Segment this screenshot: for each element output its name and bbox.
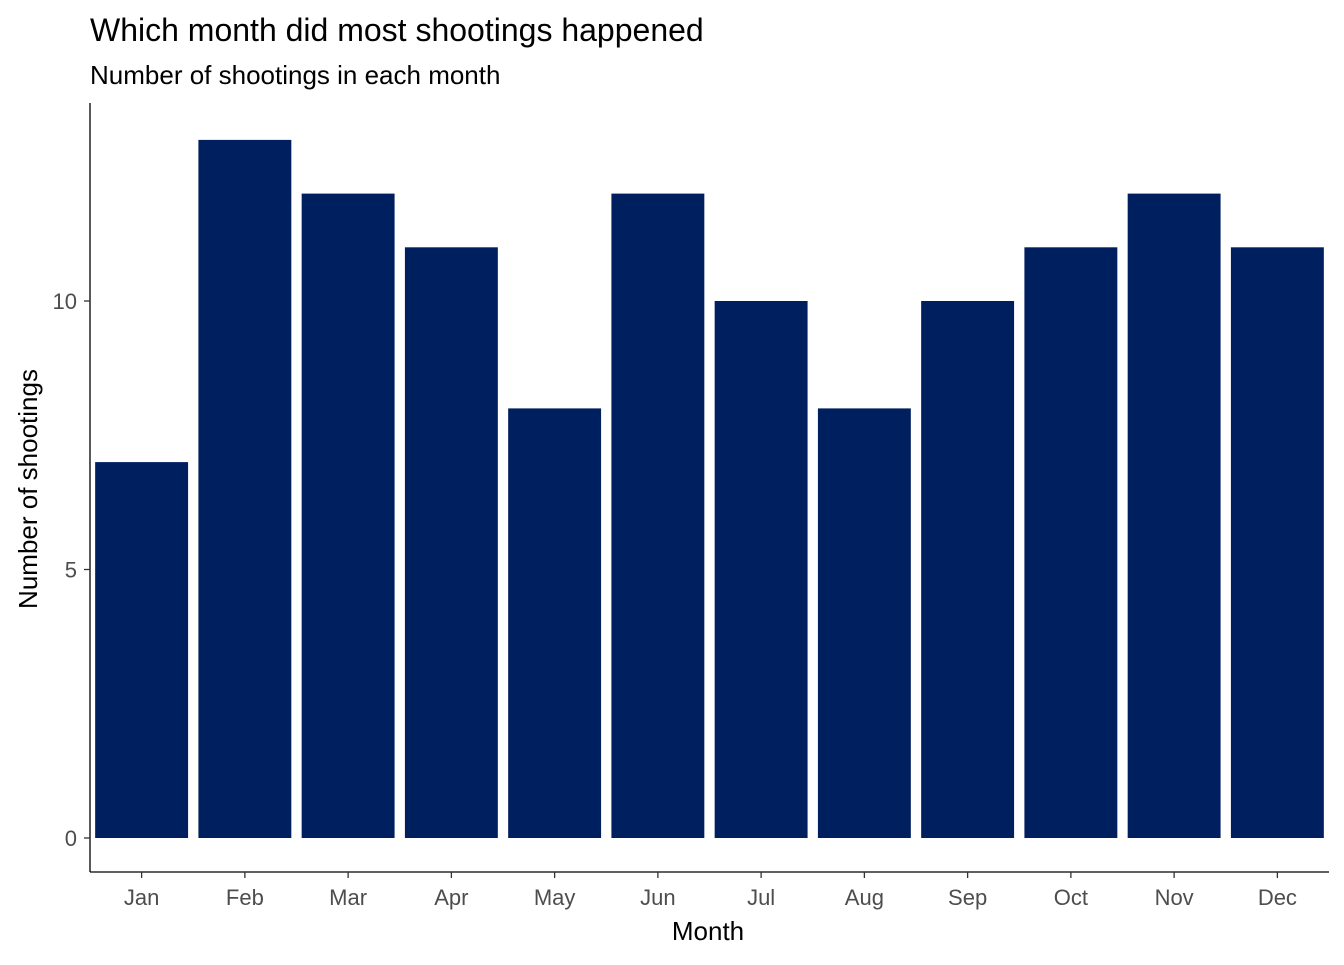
bar-jan bbox=[95, 462, 189, 838]
x-tick-label-feb: Feb bbox=[226, 885, 264, 910]
x-tick-label-mar: Mar bbox=[329, 885, 367, 910]
x-tick-label-jul: Jul bbox=[747, 885, 775, 910]
bar-feb bbox=[198, 139, 292, 838]
y-tick-label: 0 bbox=[65, 826, 77, 851]
x-tick-label-oct: Oct bbox=[1054, 885, 1088, 910]
x-tick-label-may: May bbox=[534, 885, 576, 910]
x-tick-label-sep: Sep bbox=[948, 885, 987, 910]
bar-apr bbox=[404, 247, 498, 839]
x-tick-label-jun: Jun bbox=[640, 885, 675, 910]
bar-may bbox=[508, 408, 602, 838]
x-tick-label-aug: Aug bbox=[845, 885, 884, 910]
y-axis-title: Number of shootings bbox=[13, 369, 43, 609]
x-axis: Jan Feb Mar Apr May Jun Jul Aug Sep Oct Nov Dec bbox=[90, 871, 1329, 910]
y-tick-label: 10 bbox=[53, 289, 77, 314]
y-axis: 0 5 10 bbox=[53, 103, 91, 872]
bar-jun bbox=[611, 193, 705, 839]
x-axis-title: Month bbox=[672, 916, 744, 946]
bar-sep bbox=[921, 301, 1015, 838]
bar-mar bbox=[301, 193, 395, 839]
bar-aug bbox=[817, 408, 911, 838]
x-tick-label-dec: Dec bbox=[1258, 885, 1297, 910]
bar-jul bbox=[714, 301, 808, 838]
bars-group bbox=[95, 139, 1324, 839]
y-tick-label: 5 bbox=[65, 558, 77, 583]
bar-dec bbox=[1230, 247, 1324, 839]
bar-oct bbox=[1024, 247, 1118, 839]
chart-subtitle: Number of shootings in each month bbox=[90, 60, 500, 90]
x-tick-label-jan: Jan bbox=[124, 885, 159, 910]
x-tick-label-apr: Apr bbox=[434, 885, 468, 910]
bar-nov bbox=[1127, 193, 1221, 839]
x-tick-label-nov: Nov bbox=[1155, 885, 1194, 910]
chart-title: Which month did most shootings happened bbox=[90, 12, 704, 48]
